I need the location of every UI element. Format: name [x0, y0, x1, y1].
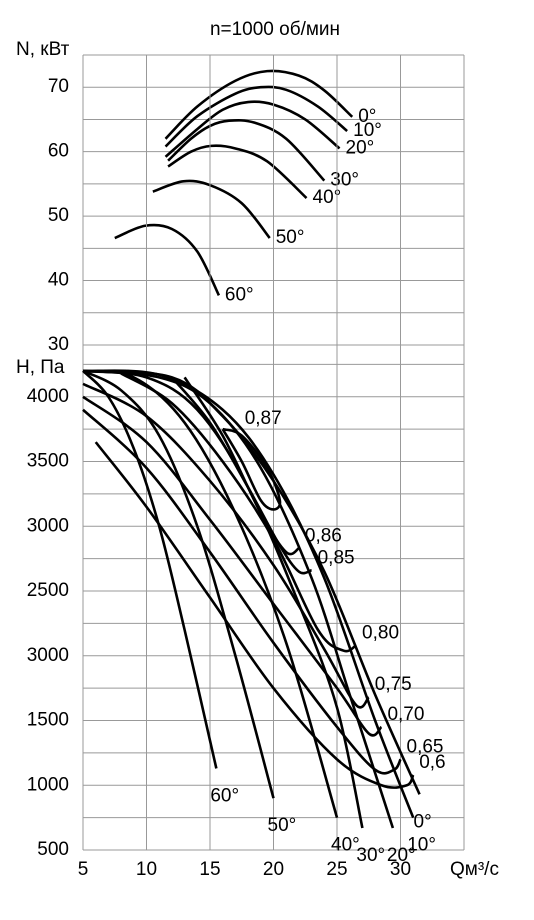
x-tick-label: 5 [78, 859, 89, 880]
angle-curve [164, 100, 341, 158]
y-tick-label: 1000 [27, 774, 69, 795]
efficiency-curve [82, 395, 383, 737]
efficiency-curve [221, 427, 282, 511]
y-tick-label: 70 [48, 76, 69, 97]
y-tick-label: 60 [48, 141, 69, 162]
angle-curve [82, 369, 218, 769]
efficiency-curve-label: 0,70 [387, 704, 424, 725]
angle-curve-label: 60° [225, 284, 254, 305]
efficiency-curve-label: 0,80 [362, 622, 399, 643]
angle-curve [114, 223, 221, 296]
efficiency-curve [94, 441, 415, 789]
efficiency-curve-label: 0,6 [419, 752, 445, 773]
angle-curve [167, 144, 308, 200]
y-axis-label: Н, Па [16, 357, 65, 378]
efficiency-curve-label: 0,85 [318, 547, 355, 568]
angle-curve [82, 369, 415, 819]
y-tick-label: 3500 [27, 451, 69, 472]
angle-curve-label: 30° [356, 845, 385, 866]
angle-curve-label: 40° [313, 187, 342, 208]
y-tick-label: 3000 [27, 645, 69, 666]
y-tick-label: 30 [48, 334, 69, 355]
x-tick-label: 30 [390, 859, 411, 880]
efficiency-curve [170, 376, 312, 575]
angle-curve-label: 10° [353, 120, 382, 141]
efficiency-curve [82, 382, 370, 709]
y-tick-label: 50 [48, 205, 69, 226]
angle-curve-label: 40° [331, 835, 360, 856]
efficiency-curve [82, 408, 402, 775]
x-tick-label: 10 [136, 859, 157, 880]
angle-curve [167, 119, 326, 182]
y-tick-label: 2500 [27, 580, 69, 601]
efficiency-curve-label: 0,75 [375, 674, 412, 695]
efficiency-curve-label: 0,65 [407, 736, 444, 757]
angle-curve [164, 69, 354, 140]
efficiency-curve [120, 372, 357, 653]
angle-curve [82, 369, 421, 795]
x-tick-label: 20 [263, 859, 284, 880]
angle-curve [82, 369, 275, 799]
efficiency-curve-label: 0,86 [305, 525, 342, 546]
angle-curve-label: 20° [346, 137, 375, 158]
angle-curve-label: 50° [268, 815, 297, 836]
angle-curve [164, 85, 348, 148]
angle-curve-label: 60° [210, 785, 239, 806]
y-tick-label: 40 [48, 270, 69, 291]
chart-title: n=1000 об/мин [210, 19, 340, 40]
angle-curve [82, 369, 339, 818]
angle-curve-label: 50° [276, 227, 305, 248]
y-tick-label: 1500 [27, 710, 69, 731]
angle-curve-label: 20° [387, 845, 416, 866]
x-axis-label: Qм³/с [450, 859, 499, 880]
y-axis-label: N, кВт [16, 39, 70, 60]
efficiency-curve-label: 0,87 [245, 408, 282, 429]
angle-curve-label: 0° [358, 106, 376, 127]
angle-curve-label: 10° [407, 835, 436, 856]
y-tick-label: 500 [37, 839, 69, 860]
y-tick-label: 3000 [27, 515, 69, 536]
y-tick-label: 4000 [27, 386, 69, 407]
x-tick-label: 25 [326, 859, 347, 880]
x-tick-label: 15 [199, 859, 220, 880]
angle-curve-label: 0° [414, 811, 432, 832]
